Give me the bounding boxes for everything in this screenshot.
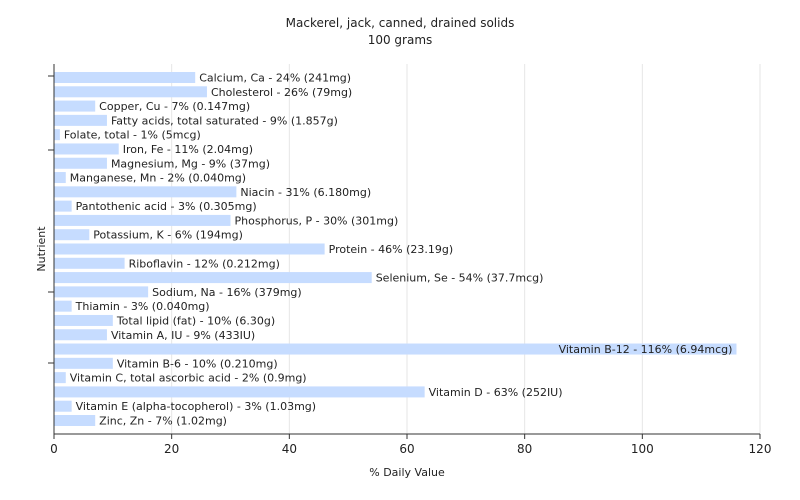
x-tick-label: 60 <box>399 442 414 456</box>
bar-label: Protein - 46% (23.19g) <box>329 243 454 256</box>
bar-label: Total lipid (fat) - 10% (6.30g) <box>116 314 275 327</box>
x-tick-label: 40 <box>282 442 297 456</box>
x-tick-label: 0 <box>50 442 58 456</box>
bar-label: Potassium, K - 6% (194mg) <box>93 229 243 242</box>
bar <box>54 114 107 126</box>
bar-label: Phosphorus, P - 30% (301mg) <box>235 214 399 227</box>
bar-label: Niacin - 31% (6.180mg) <box>240 186 371 199</box>
bar <box>54 386 425 398</box>
bar-label: Vitamin A, IU - 9% (433IU) <box>111 329 255 342</box>
bar <box>54 86 207 98</box>
bar <box>54 257 125 269</box>
bar-label: Folate, total - 1% (5mcg) <box>64 129 201 142</box>
bar <box>54 357 113 369</box>
grid <box>171 64 761 434</box>
bar <box>54 200 72 212</box>
bar <box>54 415 96 426</box>
x-tick-label: 120 <box>749 442 772 456</box>
bar-label: Copper, Cu - 7% (0.147mg) <box>99 100 250 113</box>
bar <box>54 129 60 141</box>
bar-label: Cholesterol - 26% (79mg) <box>211 86 352 99</box>
bar-label: Vitamin C, total ascorbic acid - 2% (0.9… <box>70 372 307 385</box>
bar <box>54 400 72 412</box>
bar-label: Calcium, Ca - 24% (241mg) <box>199 72 351 85</box>
bar-label: Iron, Fe - 11% (2.04mg) <box>123 143 253 156</box>
bar <box>54 143 119 155</box>
x-tick-label: 20 <box>164 442 179 456</box>
y-axis-title: Nutrient <box>35 226 48 272</box>
bar-label: Manganese, Mn - 2% (0.040mg) <box>70 172 246 185</box>
bar <box>54 157 107 169</box>
bar-label: Vitamin E (alpha-tocopherol) - 3% (1.03m… <box>76 400 316 413</box>
bar-label: Sodium, Na - 16% (379mg) <box>152 286 302 299</box>
bar <box>54 272 372 284</box>
bar <box>54 72 196 83</box>
bar <box>54 214 231 226</box>
bar-label: Riboflavin - 12% (0.212mg) <box>129 257 280 270</box>
bar <box>54 100 96 112</box>
bar <box>54 372 66 384</box>
bar-label: Pantothenic acid - 3% (0.305mg) <box>76 200 257 213</box>
bar-label: Selenium, Se - 54% (37.7mcg) <box>376 272 544 285</box>
bar <box>54 172 66 184</box>
x-tick-label: 80 <box>517 442 532 456</box>
bar-label: Vitamin B-6 - 10% (0.210mg) <box>117 357 278 370</box>
bars: Calcium, Ca - 24% (241mg)Cholesterol - 2… <box>54 72 737 428</box>
chart-title: Mackerel, jack, canned, drained solids <box>286 16 515 30</box>
bar-label: Magnesium, Mg - 9% (37mg) <box>111 157 270 170</box>
bar-label: Zinc, Zn - 7% (1.02mg) <box>99 415 227 428</box>
bar-label: Vitamin B-12 - 116% (6.94mcg) <box>559 343 733 356</box>
bar <box>54 286 149 298</box>
bar <box>54 186 237 198</box>
bar-label: Vitamin D - 63% (252IU) <box>429 386 563 399</box>
x-tick-label: 100 <box>631 442 654 456</box>
x-axis-title: % Daily Value <box>369 466 445 479</box>
bar <box>54 329 107 341</box>
x-ticks: 0 20 40 60 80 100 120 <box>50 434 771 456</box>
bar <box>54 314 113 326</box>
bar <box>54 300 72 312</box>
bar-label: Thiamin - 3% (0.040mg) <box>75 300 210 313</box>
bar <box>54 343 737 355</box>
bar <box>54 229 90 241</box>
bar-label: Fatty acids, total saturated - 9% (1.857… <box>111 114 338 127</box>
bar <box>54 243 325 255</box>
chart-subtitle: 100 grams <box>368 33 433 47</box>
